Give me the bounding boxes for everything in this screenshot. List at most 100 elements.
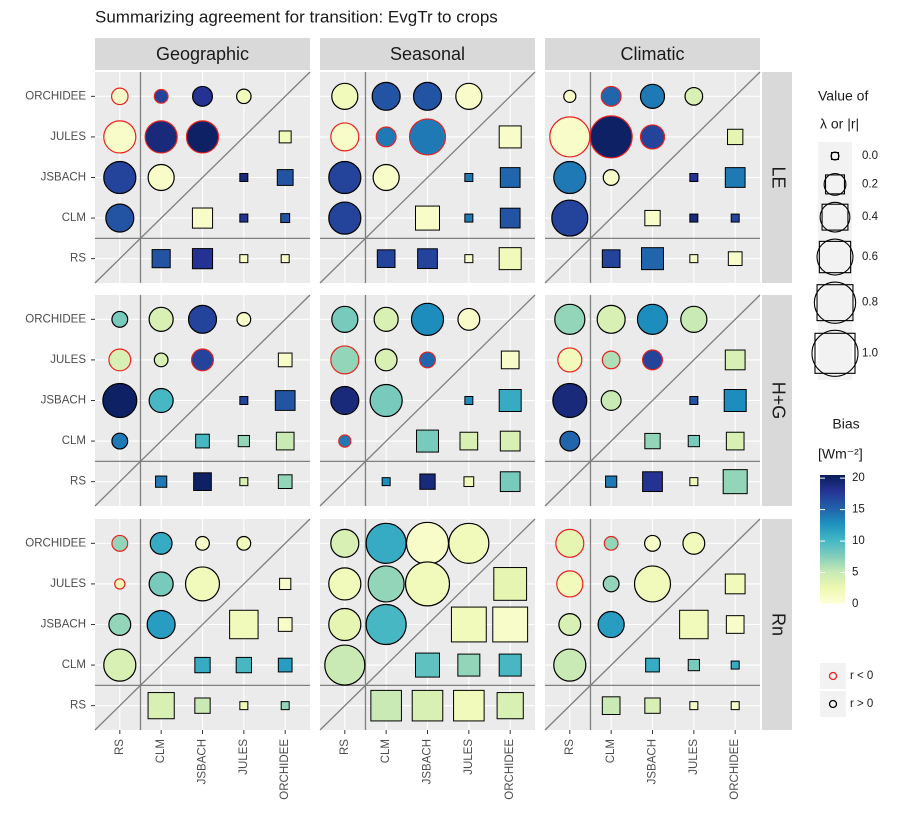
lambda-square bbox=[689, 254, 699, 264]
lambda-square bbox=[194, 697, 211, 714]
r-circle bbox=[448, 522, 490, 564]
size-key-label: 0.0 bbox=[862, 150, 878, 162]
r-circle bbox=[589, 115, 633, 159]
lambda-square bbox=[193, 472, 212, 491]
lambda-square bbox=[499, 167, 521, 188]
lambda-square bbox=[644, 697, 661, 714]
r-circle bbox=[144, 120, 178, 154]
r-circle bbox=[549, 116, 591, 158]
r-circle bbox=[105, 203, 135, 233]
lambda-square bbox=[496, 692, 524, 720]
r-circle bbox=[557, 347, 583, 373]
diagonal bbox=[319, 294, 536, 507]
lambda-square bbox=[498, 247, 522, 271]
lambda-square bbox=[493, 567, 528, 601]
lambda-square bbox=[723, 389, 747, 412]
r-circle bbox=[633, 565, 672, 603]
size-key-label: 1.0 bbox=[862, 347, 878, 359]
lambda-square bbox=[235, 656, 253, 674]
row-strip bbox=[762, 519, 792, 730]
x-tick-label: JSBACH bbox=[647, 739, 659, 784]
y-tick-label: JULES bbox=[50, 354, 86, 366]
r-circle bbox=[412, 81, 443, 111]
r-circle bbox=[553, 160, 587, 195]
size-key-label: 0.2 bbox=[862, 178, 878, 190]
lambda-square bbox=[229, 609, 259, 640]
row-strip bbox=[762, 295, 792, 506]
y-tick-label: JULES bbox=[50, 578, 86, 590]
row-strip bbox=[762, 72, 792, 283]
r-circle bbox=[328, 160, 362, 195]
size-key-label: 0.6 bbox=[862, 251, 878, 263]
diagonal bbox=[94, 71, 311, 284]
r-circle bbox=[374, 348, 398, 372]
size-key bbox=[818, 278, 852, 327]
colorbar-title: Bias bbox=[832, 416, 859, 432]
r-circle bbox=[641, 349, 664, 371]
column-strip bbox=[320, 38, 535, 70]
lambda-square bbox=[411, 689, 444, 722]
r-circle bbox=[236, 311, 252, 327]
y-tick-label: CLM bbox=[62, 435, 86, 447]
lambda-square bbox=[239, 213, 249, 223]
colorbar-label: 5 bbox=[852, 567, 858, 579]
r-circle bbox=[330, 345, 360, 375]
lambda-square bbox=[459, 431, 479, 451]
lambda-square bbox=[239, 254, 249, 264]
column-strip-label: Climatic bbox=[620, 44, 684, 64]
r-circle bbox=[600, 85, 622, 107]
lambda-square bbox=[463, 476, 475, 488]
r-circle bbox=[102, 382, 138, 419]
size-legend-title: λ or |r| bbox=[820, 116, 859, 132]
y-tick-label: RS bbox=[70, 253, 86, 265]
r-circle bbox=[684, 86, 704, 106]
lambda-square bbox=[280, 254, 290, 264]
r-circle bbox=[184, 566, 221, 602]
lambda-square bbox=[239, 173, 249, 182]
size-key bbox=[818, 170, 852, 199]
lambda-square bbox=[724, 167, 746, 188]
r-circle bbox=[375, 126, 397, 148]
size-legend-title: Value of bbox=[818, 88, 868, 104]
lambda-square bbox=[689, 173, 699, 182]
colorbar-label: 20 bbox=[852, 472, 865, 484]
r-circle bbox=[149, 531, 173, 555]
r-circle bbox=[405, 521, 450, 565]
row-strip-label: H+G bbox=[768, 382, 788, 420]
x-tick-label: RS bbox=[114, 739, 126, 755]
lambda-square bbox=[370, 689, 402, 722]
r-circle bbox=[236, 535, 252, 551]
lambda-square bbox=[279, 577, 292, 591]
size-key bbox=[818, 326, 852, 380]
r-circle bbox=[554, 303, 586, 335]
r-circle bbox=[455, 82, 483, 110]
colorbar-label: 0 bbox=[852, 598, 858, 610]
r-circle bbox=[148, 306, 174, 332]
size-key-square bbox=[814, 332, 856, 374]
y-tick-label: CLM bbox=[62, 659, 86, 671]
size-key bbox=[818, 198, 852, 236]
column-strip bbox=[545, 38, 760, 70]
r-circle bbox=[331, 82, 359, 110]
size-key-circle bbox=[811, 329, 859, 377]
lambda-square bbox=[730, 701, 740, 711]
diagonal bbox=[319, 518, 536, 731]
lambda-square bbox=[147, 692, 175, 720]
r-circle bbox=[596, 304, 626, 334]
size-key-circle bbox=[830, 151, 840, 161]
lambda-square bbox=[277, 352, 293, 368]
lambda-square bbox=[642, 471, 663, 493]
lambda-square bbox=[464, 396, 474, 405]
lambda-square bbox=[498, 389, 522, 412]
lambda-square bbox=[644, 432, 661, 450]
r-circle bbox=[365, 603, 407, 646]
r-circle bbox=[187, 304, 218, 334]
x-tick-label: ORCHIDEE bbox=[504, 739, 516, 800]
lambda-square bbox=[724, 573, 746, 595]
r-circle bbox=[111, 310, 129, 328]
lambda-square bbox=[499, 471, 521, 493]
lambda-square bbox=[464, 173, 474, 182]
lambda-square bbox=[492, 606, 529, 643]
lambda-square bbox=[500, 350, 520, 370]
row-strip-label: LE bbox=[768, 166, 788, 188]
